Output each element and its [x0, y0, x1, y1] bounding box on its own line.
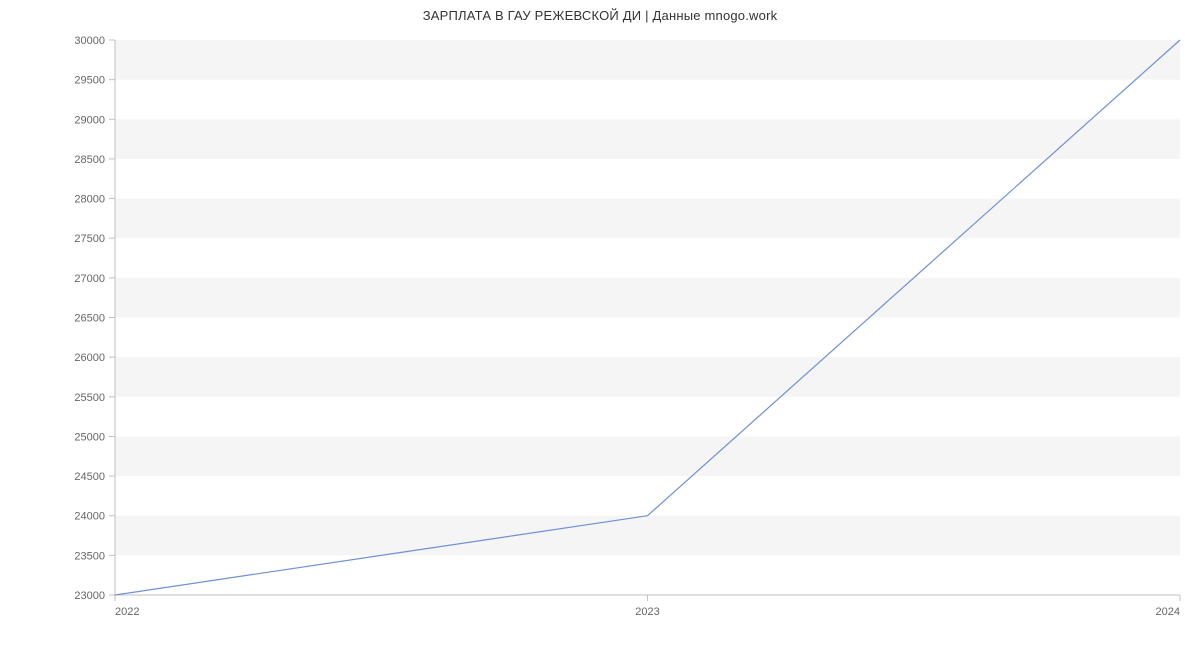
svg-text:23500: 23500 [74, 550, 105, 562]
svg-text:29000: 29000 [74, 114, 105, 126]
svg-text:25500: 25500 [74, 392, 105, 404]
svg-text:2022: 2022 [115, 606, 139, 618]
svg-text:2023: 2023 [635, 606, 659, 618]
svg-text:27500: 27500 [74, 233, 105, 245]
svg-text:26500: 26500 [74, 313, 105, 325]
svg-text:25000: 25000 [74, 431, 105, 443]
svg-text:28500: 28500 [74, 154, 105, 166]
chart-title: ЗАРПЛАТА В ГАУ РЕЖЕВСКОЙ ДИ | Данные mno… [0, 8, 1200, 23]
chart-svg: 23000 23500 24000 24500 25000 25500 26000 26500… [0, 0, 1200, 650]
svg-text:28000: 28000 [74, 194, 105, 206]
svg-text:24000: 24000 [74, 511, 105, 523]
svg-text:26000: 26000 [74, 352, 105, 364]
svg-text:23000: 23000 [74, 590, 105, 602]
svg-text:29500: 29500 [74, 75, 105, 87]
svg-text:24500: 24500 [74, 471, 105, 483]
svg-text:2024: 2024 [1156, 606, 1180, 618]
line-chart: ЗАРПЛАТА В ГАУ РЕЖЕВСКОЙ ДИ | Данные mno… [0, 0, 1200, 650]
svg-text:30000: 30000 [74, 35, 105, 47]
svg-text:27000: 27000 [74, 273, 105, 285]
